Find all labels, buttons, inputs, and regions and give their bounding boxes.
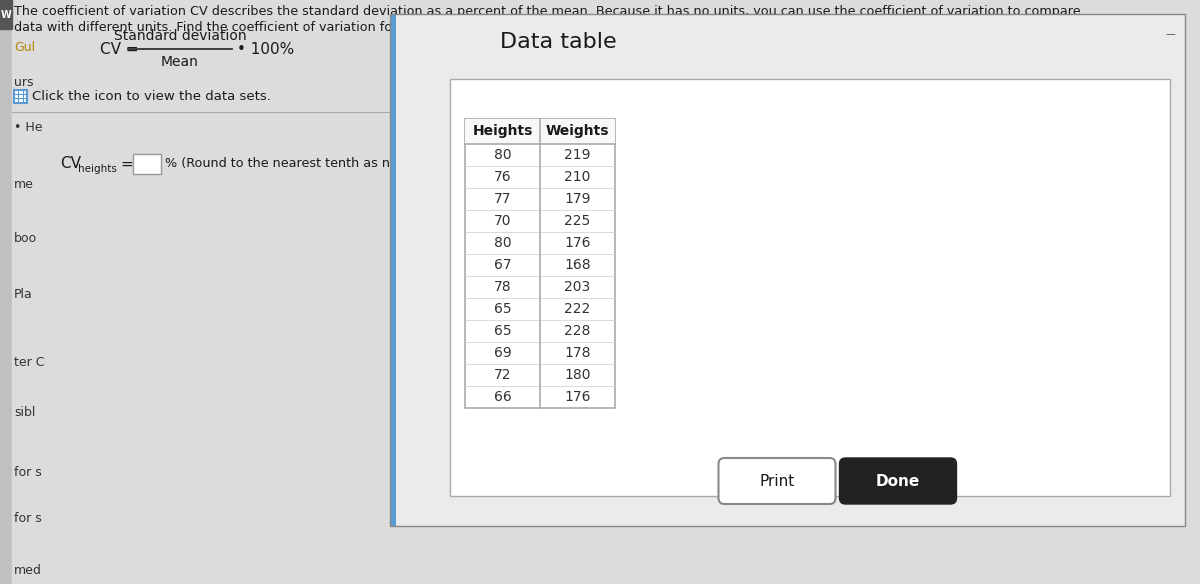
Text: Done: Done [876, 474, 920, 488]
Text: data with different units. Find the coefficient of variation for each sample dat: data with different units. Find the coef… [14, 21, 704, 34]
Text: 228: 228 [564, 324, 590, 338]
Text: urs: urs [14, 75, 34, 89]
Text: 80: 80 [493, 148, 511, 162]
Text: CV: CV [60, 157, 82, 172]
Text: me: me [14, 178, 34, 190]
Text: 69: 69 [493, 346, 511, 360]
Text: 76: 76 [493, 170, 511, 184]
Text: Gul: Gul [14, 41, 35, 54]
Text: 77: 77 [493, 192, 511, 206]
Text: Weights: Weights [546, 124, 610, 138]
Bar [133, 154, 161, 174]
FancyBboxPatch shape [719, 458, 835, 504]
Text: 80: 80 [493, 236, 511, 250]
Text: • 100%: • 100% [238, 41, 294, 57]
Bar [14, 89, 28, 103]
Bar [0, 0, 12, 29]
FancyBboxPatch shape [840, 458, 956, 504]
Text: Standard deviation: Standard deviation [114, 29, 246, 43]
Bar [466, 119, 616, 408]
Text: Click the icon to view the data sets.: Click the icon to view the data sets. [32, 89, 271, 103]
Text: for s: for s [14, 512, 42, 524]
Bar [450, 79, 1170, 496]
Text: 65: 65 [493, 302, 511, 316]
Text: 70: 70 [493, 214, 511, 228]
Text: sibl: sibl [14, 405, 35, 419]
Text: Heights: Heights [473, 124, 533, 138]
Text: 210: 210 [564, 170, 590, 184]
Text: Mean: Mean [161, 55, 199, 69]
Text: 179: 179 [564, 192, 590, 206]
Bar [390, 14, 396, 526]
Text: Data table: Data table [500, 32, 617, 52]
Text: ter C: ter C [14, 356, 44, 369]
Text: 180: 180 [564, 368, 590, 382]
Text: CV =: CV = [100, 41, 139, 57]
Text: heights: heights [78, 164, 116, 174]
Text: W: W [1, 10, 11, 20]
Text: =: = [120, 157, 133, 172]
Text: 222: 222 [564, 302, 590, 316]
Text: 176: 176 [564, 236, 590, 250]
Bar [390, 14, 1186, 526]
Text: 65: 65 [493, 324, 511, 338]
Text: boo: boo [14, 232, 37, 245]
Text: 178: 178 [564, 346, 590, 360]
Text: 72: 72 [493, 368, 511, 382]
Text: Print: Print [760, 474, 794, 488]
Text: 203: 203 [564, 280, 590, 294]
Text: 67: 67 [493, 258, 511, 272]
Text: 66: 66 [493, 390, 511, 404]
Text: Pla: Pla [14, 287, 32, 301]
Text: The coefficient of variation CV describes the standard deviation as a percent of: The coefficient of variation CV describe… [14, 5, 1081, 18]
Bar [0, 0, 12, 584]
Text: 225: 225 [564, 214, 590, 228]
Text: % (Round to the nearest tenth as needed.): % (Round to the nearest tenth as needed.… [166, 158, 439, 171]
Text: • He: • He [14, 121, 42, 134]
Text: 219: 219 [564, 148, 590, 162]
Text: 78: 78 [493, 280, 511, 294]
Bar [12, 0, 390, 584]
Text: med: med [14, 564, 42, 576]
Text: 176: 176 [564, 390, 590, 404]
Text: —: — [1165, 29, 1175, 39]
Bar [466, 119, 616, 144]
Text: for s: for s [14, 465, 42, 478]
Text: 168: 168 [564, 258, 590, 272]
Bar [390, 14, 1186, 526]
